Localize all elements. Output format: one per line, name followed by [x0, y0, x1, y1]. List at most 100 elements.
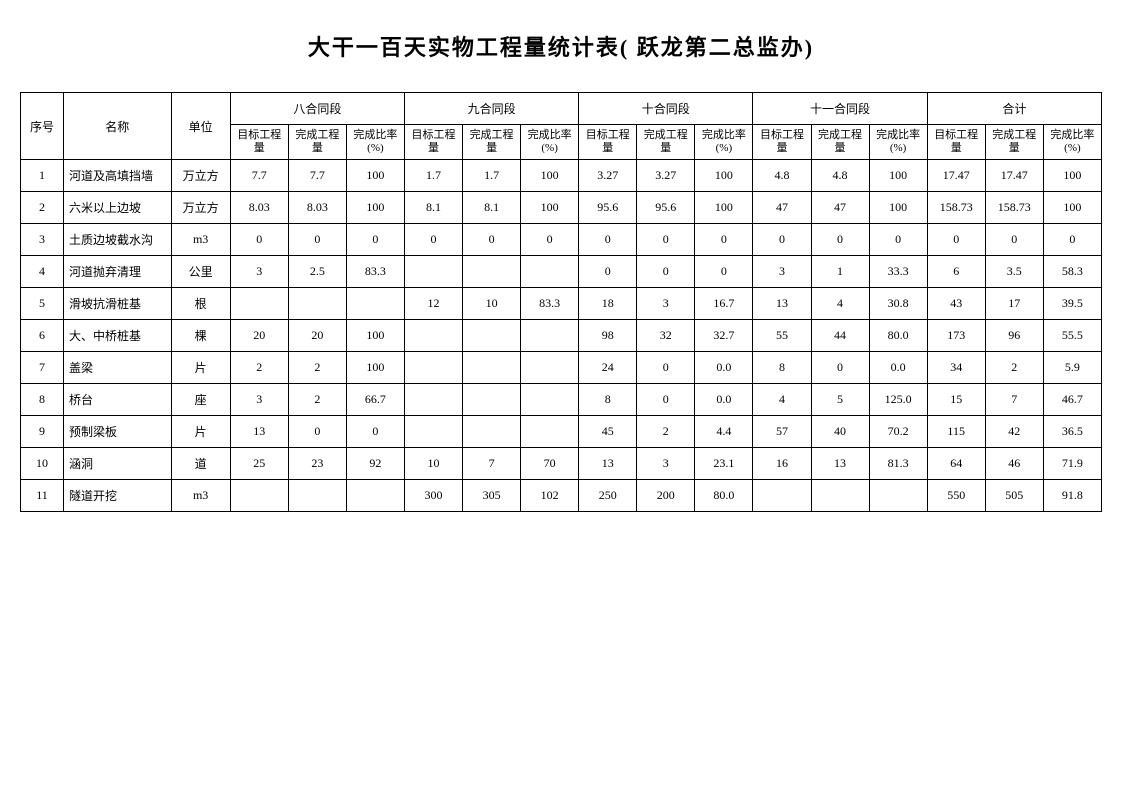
cell-data: 0: [637, 256, 695, 288]
cell-data: 10: [404, 448, 462, 480]
header-group-0: 八合同段: [230, 93, 404, 125]
cell-data: [404, 416, 462, 448]
cell-data: 0: [579, 224, 637, 256]
cell-unit: 道: [171, 448, 230, 480]
cell-data: 158.73: [985, 192, 1043, 224]
cell-data: 0: [753, 224, 811, 256]
cell-data: 83.3: [521, 288, 579, 320]
cell-data: 1.7: [404, 160, 462, 192]
cell-name: 土质边坡截水沟: [64, 224, 172, 256]
cell-data: 0: [463, 224, 521, 256]
cell-data: 17.47: [985, 160, 1043, 192]
cell-data: 7.7: [230, 160, 288, 192]
cell-unit: 座: [171, 384, 230, 416]
cell-data: 5: [811, 384, 869, 416]
cell-data: 36.5: [1043, 416, 1101, 448]
cell-data: 0: [288, 416, 346, 448]
cell-data: 100: [346, 352, 404, 384]
cell-data: 250: [579, 480, 637, 512]
cell-data: 33.3: [869, 256, 927, 288]
cell-data: 70: [521, 448, 579, 480]
cell-data: 200: [637, 480, 695, 512]
cell-data: 8.03: [230, 192, 288, 224]
cell-data: 8: [579, 384, 637, 416]
cell-data: 505: [985, 480, 1043, 512]
cell-data: 158.73: [927, 192, 985, 224]
cell-data: 24: [579, 352, 637, 384]
cell-name: 滑坡抗滑桩基: [64, 288, 172, 320]
cell-unit: m3: [171, 480, 230, 512]
header-sub: 完成比率(%): [346, 125, 404, 160]
table-row: 11隧道开挖m330030510225020080.055050591.8: [21, 480, 1102, 512]
header-sub: 完成比率(%): [1043, 125, 1101, 160]
header-name: 名称: [64, 93, 172, 160]
header-unit: 单位: [171, 93, 230, 160]
cell-data: 100: [1043, 192, 1101, 224]
cell-data: 6: [927, 256, 985, 288]
cell-seq: 4: [21, 256, 64, 288]
cell-data: 0: [811, 224, 869, 256]
cell-data: 45: [579, 416, 637, 448]
table-header: 序号 名称 单位 八合同段 九合同段 十合同段 十一合同段 合计 目标工程量完成…: [21, 93, 1102, 160]
cell-data: 0: [521, 224, 579, 256]
header-sub: 目标工程量: [927, 125, 985, 160]
cell-data: 3: [637, 448, 695, 480]
header-sub: 完成比率(%): [521, 125, 579, 160]
cell-data: 44: [811, 320, 869, 352]
cell-data: 55.5: [1043, 320, 1101, 352]
cell-data: [463, 256, 521, 288]
cell-data: 32: [637, 320, 695, 352]
cell-data: 3.27: [637, 160, 695, 192]
cell-data: [811, 480, 869, 512]
cell-data: 2: [230, 352, 288, 384]
cell-data: [288, 288, 346, 320]
cell-name: 大、中桥桩基: [64, 320, 172, 352]
cell-data: 55: [753, 320, 811, 352]
cell-data: 23: [288, 448, 346, 480]
cell-data: 3: [230, 256, 288, 288]
cell-data: 0: [1043, 224, 1101, 256]
cell-data: 5.9: [1043, 352, 1101, 384]
cell-data: 92: [346, 448, 404, 480]
cell-data: 13: [753, 288, 811, 320]
cell-name: 盖梁: [64, 352, 172, 384]
header-sub: 目标工程量: [579, 125, 637, 160]
cell-data: 0: [869, 224, 927, 256]
cell-data: 4: [753, 384, 811, 416]
cell-data: 47: [753, 192, 811, 224]
cell-data: 12: [404, 288, 462, 320]
cell-data: 100: [1043, 160, 1101, 192]
cell-data: 2: [288, 352, 346, 384]
table-row: 6大、中桥桩基棵2020100983232.7554480.01739655.5: [21, 320, 1102, 352]
table-row: 4河道抛弃清理公里32.583.30003133.363.558.3: [21, 256, 1102, 288]
cell-data: 3: [637, 288, 695, 320]
cell-data: 8.1: [404, 192, 462, 224]
cell-data: 100: [869, 160, 927, 192]
cell-unit: 根: [171, 288, 230, 320]
table-row: 10涵洞道2523921077013323.1161381.3644671.9: [21, 448, 1102, 480]
table-row: 3土质边坡截水沟m3000000000000000: [21, 224, 1102, 256]
cell-data: 100: [346, 192, 404, 224]
cell-data: 66.7: [346, 384, 404, 416]
header-sub: 完成工程量: [288, 125, 346, 160]
header-sub: 目标工程量: [230, 125, 288, 160]
cell-data: 550: [927, 480, 985, 512]
cell-data: 4.8: [811, 160, 869, 192]
cell-data: 17.47: [927, 160, 985, 192]
table-row: 7盖梁片221002400.0800.03425.9: [21, 352, 1102, 384]
cell-data: 8.1: [463, 192, 521, 224]
cell-data: 0: [346, 224, 404, 256]
header-sub: 完成工程量: [811, 125, 869, 160]
cell-data: 34: [927, 352, 985, 384]
header-sub: 完成工程量: [637, 125, 695, 160]
cell-seq: 1: [21, 160, 64, 192]
cell-data: [346, 288, 404, 320]
cell-data: 8: [753, 352, 811, 384]
cell-data: 71.9: [1043, 448, 1101, 480]
cell-seq: 9: [21, 416, 64, 448]
cell-data: 8.03: [288, 192, 346, 224]
cell-data: 16: [753, 448, 811, 480]
cell-unit: 万立方: [171, 192, 230, 224]
cell-name: 预制梁板: [64, 416, 172, 448]
header-seq: 序号: [21, 93, 64, 160]
